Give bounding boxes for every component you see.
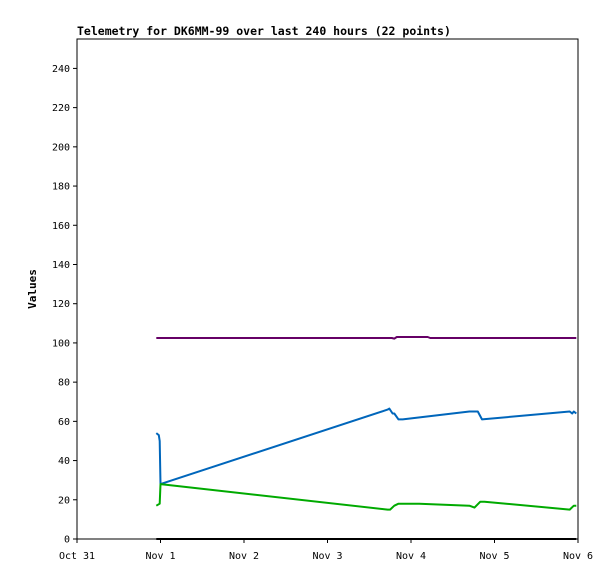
y-tick-label: 60: [58, 417, 70, 428]
x-tick-label: Nov 6: [563, 551, 593, 562]
y-tick-label: 80: [58, 378, 70, 389]
series-line-2: [155, 407, 577, 486]
y-tick-label: 140: [52, 260, 70, 271]
y-axis: 0 20 40 60 80 100 120 140 160 180 200 220 240: [52, 64, 77, 546]
x-tick-label: Nov 4: [396, 551, 426, 562]
y-axis-label: Values: [26, 269, 39, 309]
y-tick-label: 0: [64, 535, 70, 546]
y-tick-label: 220: [52, 103, 70, 114]
x-tick-label: Nov 2: [229, 551, 259, 562]
series-layer: [155, 336, 577, 540]
x-tick-label: Nov 5: [479, 551, 509, 562]
series-line-1: [156, 336, 577, 340]
x-tick-label: Nov 1: [145, 551, 175, 562]
y-tick-label: 100: [52, 338, 70, 349]
y-tick-label: 20: [58, 495, 70, 506]
y-tick-label: 160: [52, 221, 70, 232]
y-tick-label: 180: [52, 182, 70, 193]
series-line-3: [155, 483, 577, 511]
x-tick-label: Oct 31: [59, 551, 95, 562]
y-tick-label: 240: [52, 64, 70, 75]
plot-frame: [76, 38, 579, 540]
chart-title: Telemetry for DK6MM-99 over last 240 hou…: [77, 24, 451, 38]
x-tick-label: Nov 3: [312, 551, 342, 562]
x-axis: Oct 31 Nov 1 Nov 2 Nov 3 Nov 4 Nov 5 Nov 6: [59, 539, 593, 562]
y-tick-label: 40: [58, 456, 70, 467]
y-tick-label: 200: [52, 142, 70, 153]
y-tick-label: 120: [52, 299, 70, 310]
